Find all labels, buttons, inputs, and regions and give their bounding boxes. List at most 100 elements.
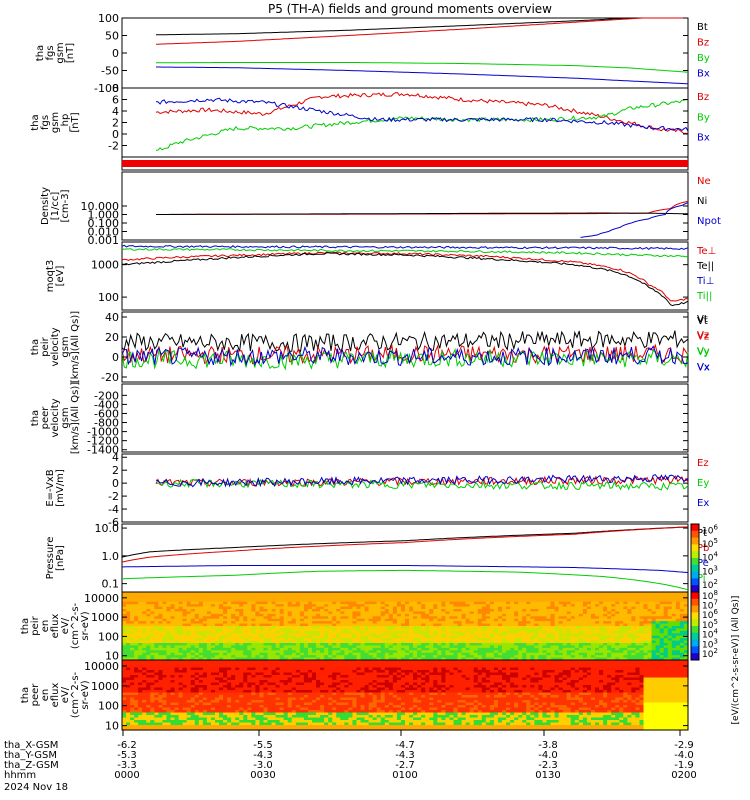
heatmap-cell bbox=[223, 687, 228, 691]
heatmap-cell bbox=[364, 652, 370, 656]
heatmap-cell bbox=[542, 626, 548, 630]
heatmap-cell bbox=[453, 606, 459, 610]
heatmap-cell bbox=[554, 647, 560, 651]
heatmap-cell bbox=[586, 623, 592, 627]
heatmap-cell bbox=[239, 695, 244, 699]
heatmap-cell bbox=[206, 720, 212, 724]
heatmap-cell bbox=[595, 626, 600, 630]
heatmap-cell bbox=[623, 623, 628, 627]
heatmap-cell bbox=[142, 707, 147, 711]
heatmap-cell bbox=[287, 611, 293, 615]
heatmap-cell bbox=[231, 712, 236, 716]
heatmap-cell bbox=[582, 647, 588, 651]
heatmap-cell bbox=[162, 601, 168, 605]
heatmap-cell bbox=[210, 675, 216, 679]
heatmap-cell bbox=[324, 618, 329, 622]
heatmap-cell bbox=[502, 628, 507, 632]
heatmap-cell bbox=[469, 604, 475, 608]
heatmap-cell bbox=[202, 616, 208, 620]
heatmap-cell bbox=[291, 623, 297, 627]
heatmap-cell bbox=[166, 690, 172, 694]
heatmap-cell bbox=[263, 650, 269, 654]
heatmap-cell bbox=[255, 630, 261, 634]
heatmap-cell bbox=[146, 710, 151, 714]
heatmap-cell bbox=[603, 628, 608, 632]
heatmap-cell bbox=[607, 611, 612, 615]
heatmap-cell bbox=[235, 635, 240, 639]
heatmap-cell bbox=[182, 630, 188, 634]
heatmap-cell bbox=[267, 645, 273, 649]
heatmap-cell bbox=[344, 601, 349, 605]
heatmap-cell bbox=[429, 613, 434, 617]
heatmap-cell bbox=[206, 697, 212, 701]
heatmap-cell bbox=[126, 677, 131, 681]
heatmap-cell bbox=[174, 596, 180, 600]
heatmap-cell bbox=[542, 647, 548, 651]
heatmap-cell bbox=[663, 633, 669, 637]
heatmap-cell bbox=[166, 675, 172, 679]
heatmap-cell bbox=[142, 628, 147, 632]
heatmap-cell bbox=[312, 621, 317, 625]
heatmap-cell bbox=[239, 717, 244, 721]
heatmap-cell bbox=[283, 643, 289, 647]
heatmap-cell bbox=[409, 621, 414, 625]
heatmap-cell bbox=[214, 712, 220, 716]
heatmap-cell bbox=[659, 652, 665, 656]
heatmap-cell bbox=[198, 725, 204, 729]
heatmap-cell bbox=[320, 655, 325, 659]
heatmap-cell bbox=[473, 596, 479, 600]
heatmap-cell bbox=[178, 717, 184, 721]
heatmap-cell bbox=[146, 609, 151, 613]
heatmap-cell bbox=[417, 621, 422, 625]
heatmap-cell bbox=[295, 640, 301, 644]
heatmap-cell bbox=[255, 657, 261, 661]
heatmap-cell bbox=[659, 613, 665, 617]
heatmap-cell bbox=[348, 650, 354, 654]
heatmap-cell bbox=[453, 592, 459, 596]
heatmap-cell bbox=[643, 647, 649, 651]
heatmap-cell bbox=[352, 626, 358, 630]
heatmap-cell bbox=[364, 592, 370, 596]
heatmap-cell bbox=[299, 611, 305, 615]
heatmap-cell bbox=[287, 640, 293, 644]
heatmap-cell bbox=[178, 623, 184, 627]
heatmap-cell bbox=[174, 599, 180, 603]
heatmap-cell bbox=[546, 645, 552, 649]
heatmap-cell bbox=[227, 640, 232, 644]
heatmap-cell bbox=[405, 611, 410, 615]
heatmap-cell bbox=[134, 640, 139, 644]
heatmap-cell bbox=[174, 662, 180, 666]
heatmap-cell bbox=[599, 650, 604, 654]
heatmap-cell bbox=[655, 623, 661, 627]
heatmap-cell bbox=[126, 621, 131, 625]
heatmap-cell bbox=[182, 609, 188, 613]
heatmap-cell bbox=[683, 599, 689, 603]
heatmap-cell bbox=[595, 599, 600, 603]
heatmap-cell bbox=[582, 635, 588, 639]
legend-entry: Pe bbox=[697, 558, 709, 569]
heatmap-cell bbox=[546, 611, 552, 615]
heatmap-cell bbox=[219, 705, 224, 709]
heatmap-cell bbox=[178, 621, 184, 625]
heatmap-cell bbox=[518, 630, 523, 634]
heatmap-cell bbox=[178, 690, 184, 694]
heatmap-cell bbox=[146, 677, 151, 681]
heatmap-cell bbox=[530, 594, 535, 598]
heatmap-cell bbox=[231, 650, 236, 654]
heatmap-cell bbox=[214, 660, 220, 664]
heatmap-cell bbox=[554, 657, 560, 661]
heatmap-cell bbox=[599, 606, 604, 610]
heatmap-cell bbox=[336, 647, 341, 651]
heatmap-cell bbox=[158, 707, 164, 711]
heatmap-cell bbox=[178, 626, 184, 630]
heatmap-cell bbox=[190, 705, 196, 709]
heatmap-cell bbox=[643, 616, 649, 620]
heatmap-cell bbox=[239, 705, 244, 709]
heatmap-cell bbox=[360, 594, 366, 598]
heatmap-cell bbox=[615, 635, 620, 639]
heatmap-cell bbox=[425, 640, 430, 644]
heatmap-cell bbox=[190, 604, 196, 608]
heatmap-cell bbox=[138, 662, 143, 666]
heatmap-cell bbox=[307, 655, 313, 659]
heatmap-cell bbox=[607, 613, 612, 617]
